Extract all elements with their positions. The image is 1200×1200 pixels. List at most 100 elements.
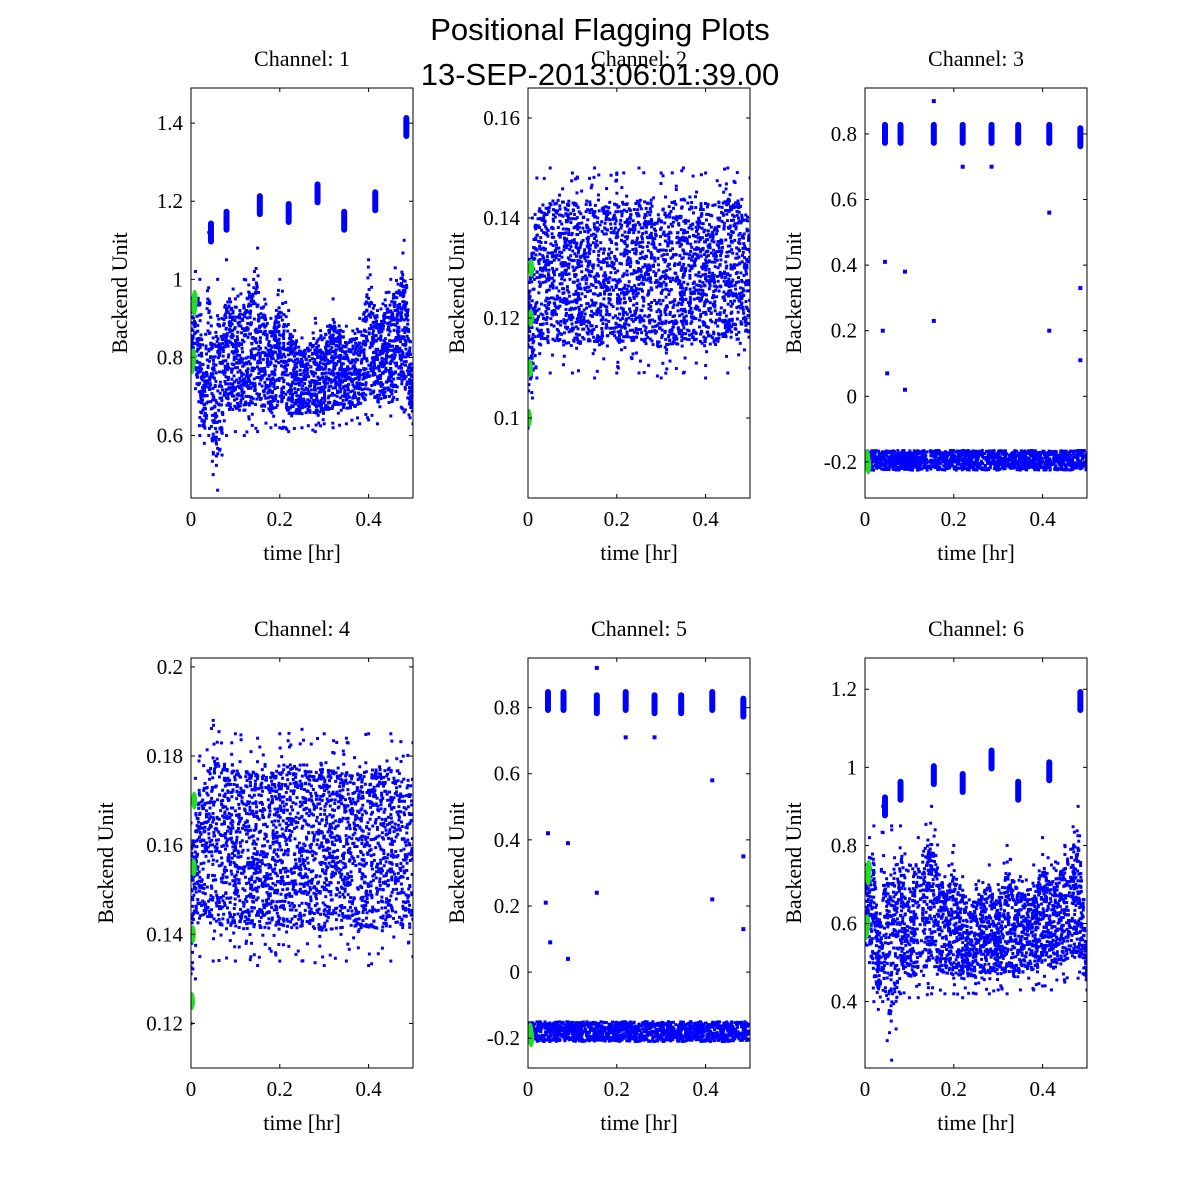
data-point [232,374,236,378]
data-point [329,340,333,344]
data-point [383,357,387,361]
data-point [291,392,295,396]
data-point [628,307,632,311]
data-point [655,285,659,289]
data-point [196,340,200,344]
data-point [611,288,615,292]
data-point [586,332,590,336]
data-point [347,340,351,344]
data-point [247,291,251,295]
data-point [389,362,393,366]
data-point [648,268,652,272]
data-point [400,379,404,383]
data-point [201,408,205,412]
data-point [675,215,679,219]
envelope-high-point [402,238,406,242]
data-point [206,301,210,305]
data-point [216,446,220,450]
data-point [383,320,387,324]
data-point [300,387,304,391]
data-point [289,386,293,390]
data-point [399,277,403,281]
data-point [641,226,645,230]
data-point [207,385,211,389]
data-point [387,400,391,404]
data-point [338,358,342,362]
data-point [627,280,631,284]
data-point [351,347,355,351]
data-point [215,401,219,405]
data-point [587,261,591,265]
data-point [590,314,594,318]
data-point [195,314,199,318]
data-point [238,369,242,373]
data-point [340,394,344,398]
data-point [727,280,731,284]
data-point [345,373,349,377]
data-point [237,408,241,412]
data-point [312,374,316,378]
data-point [207,286,211,290]
data-point [530,255,534,259]
data-point [222,419,226,423]
data-point [645,201,649,205]
data-point [332,393,336,397]
data-point [658,248,662,252]
data-point [350,373,354,377]
data-point [536,217,540,221]
data-point [643,329,647,333]
data-point [697,325,701,329]
data-point [671,224,675,228]
data-point [657,340,661,344]
data-point [303,382,307,386]
data-point [226,344,230,348]
data-point [270,370,274,374]
data-point [542,176,546,180]
data-point [704,272,708,276]
data-point [738,295,742,299]
data-point [372,304,376,308]
data-point [627,231,631,235]
data-point [698,221,702,225]
data-point [676,326,680,330]
data-point [528,334,531,338]
data-point [334,386,338,390]
data-point [586,339,590,343]
data-point [381,322,385,326]
data-point [296,400,300,404]
data-point [243,315,247,319]
data-point [287,398,291,402]
data-point [407,397,411,401]
data-point [571,265,575,269]
data-point [569,245,573,249]
data-point [244,356,248,360]
data-point [376,381,380,385]
data-point [596,273,600,277]
data-point [584,319,588,323]
data-point [270,391,274,395]
data-point [401,273,405,277]
data-point [392,347,396,351]
data-point [258,336,262,340]
data-point [556,333,560,337]
data-point [379,381,383,385]
data-point [727,323,731,327]
data-point [300,400,304,404]
data-point [240,383,244,387]
data-point [369,323,373,327]
data-point [718,241,722,245]
data-point [725,354,729,358]
data-point [547,288,551,292]
data-point [373,383,377,387]
data-point [285,427,289,431]
data-point [617,288,621,292]
data-point [554,240,558,244]
data-point [717,225,721,229]
data-point [364,367,368,371]
data-point [346,375,350,379]
data-point [334,400,338,404]
data-point [396,329,400,333]
data-point [742,218,746,222]
data-point [384,366,388,370]
data-point [408,372,412,376]
